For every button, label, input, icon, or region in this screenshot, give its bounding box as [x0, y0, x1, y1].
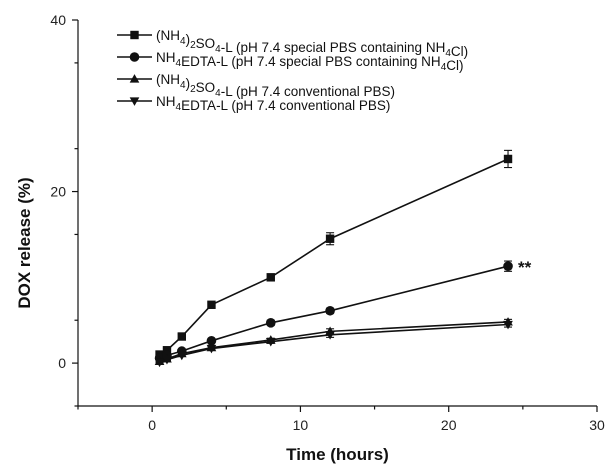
- legend-subscript: 4: [176, 58, 182, 69]
- x-tick-label: 30: [589, 417, 605, 433]
- legend-text-part: SO: [196, 36, 216, 51]
- legend-text-part: ): [186, 32, 191, 47]
- data-point: [503, 320, 513, 330]
- data-point: [503, 261, 513, 271]
- y-axis-label: DOX release (%): [15, 177, 34, 308]
- legend: (NH4)2SO4-L (pH 7.4 special PBS containi…: [117, 28, 468, 113]
- data-point: [503, 154, 513, 164]
- x-tick-label: 0: [148, 417, 156, 433]
- data-point: [206, 344, 217, 354]
- series-4: [154, 320, 513, 368]
- y-tick-label: 0: [58, 355, 66, 371]
- legend-subscript: 2: [190, 40, 196, 51]
- legend-text-part: NH: [156, 94, 176, 109]
- legend-marker: [130, 30, 139, 40]
- data-point: [154, 358, 165, 368]
- legend-text-part: SO: [196, 80, 216, 95]
- legend-marker: [129, 74, 140, 83]
- legend-item-3: (NH4)2SO4-L (pH 7.4 conventional PBS): [117, 72, 395, 99]
- data-point: [325, 305, 335, 316]
- data-point: [265, 317, 276, 328]
- x-tick-label: 20: [441, 417, 457, 433]
- legend-label: NH4EDTA-L (pH 7.4 special PBS containing…: [156, 50, 464, 73]
- data-point: [177, 332, 186, 341]
- legend-text-part: EDTA-L (pH 7.4 conventional PBS): [181, 98, 390, 113]
- legend-subscript: 4: [445, 48, 451, 59]
- legend-text-part: EDTA-L (pH 7.4 special PBS containing NH: [181, 54, 441, 69]
- legend-subscript: 4: [180, 80, 186, 91]
- legend-subscript: 4: [176, 102, 182, 113]
- legend-text-part: Cl): [451, 44, 468, 59]
- legend-text-part: ): [186, 76, 191, 91]
- data-point: [325, 234, 335, 243]
- significance-annotation: **: [518, 258, 532, 277]
- legend-marker: [129, 52, 140, 62]
- legend-label: (NH4)2SO4-L (pH 7.4 conventional PBS): [156, 72, 395, 99]
- legend-text-part: -L (pH 7.4 conventional PBS): [221, 84, 395, 99]
- y-tick-label: 40: [50, 12, 66, 28]
- legend-label: (NH4)2SO4-L (pH 7.4 special PBS containi…: [156, 28, 468, 59]
- legend-marker: [129, 97, 140, 106]
- data-point: [206, 336, 217, 346]
- legend-subscript: 2: [190, 84, 196, 95]
- data-point: [162, 356, 172, 365]
- legend-subscript: 4: [215, 88, 221, 99]
- legend-subscript: 4: [180, 36, 186, 47]
- data-point: [176, 351, 187, 361]
- data-point: [266, 273, 275, 282]
- data-point: [265, 338, 276, 347]
- legend-text-part: NH: [156, 50, 176, 65]
- data-point: [207, 300, 216, 309]
- data-point: [162, 346, 172, 355]
- x-axis-label: Time (hours): [286, 445, 389, 464]
- legend-item-2: NH4EDTA-L (pH 7.4 special PBS containing…: [117, 50, 464, 73]
- series-layer: [154, 149, 513, 368]
- legend-item-4: NH4EDTA-L (pH 7.4 conventional PBS): [117, 94, 390, 113]
- series-2: [154, 260, 513, 363]
- legend-text-part: Cl): [446, 58, 463, 73]
- data-point: [325, 331, 335, 340]
- axis-ticks: 0 10 20 30 0 20 40: [50, 12, 605, 433]
- legend-text-part: -L (pH 7.4 special PBS containing NH: [221, 40, 446, 55]
- x-tick-label: 10: [293, 417, 309, 433]
- legend-label: NH4EDTA-L (pH 7.4 conventional PBS): [156, 94, 390, 113]
- legend-subscript: 4: [215, 44, 221, 55]
- y-tick-label: 20: [50, 184, 66, 200]
- legend-item-1: (NH4)2SO4-L (pH 7.4 special PBS containi…: [117, 28, 468, 59]
- legend-subscript: 4: [441, 62, 447, 73]
- legend-text-part: (NH: [156, 72, 180, 87]
- legend-text-part: (NH: [156, 28, 180, 43]
